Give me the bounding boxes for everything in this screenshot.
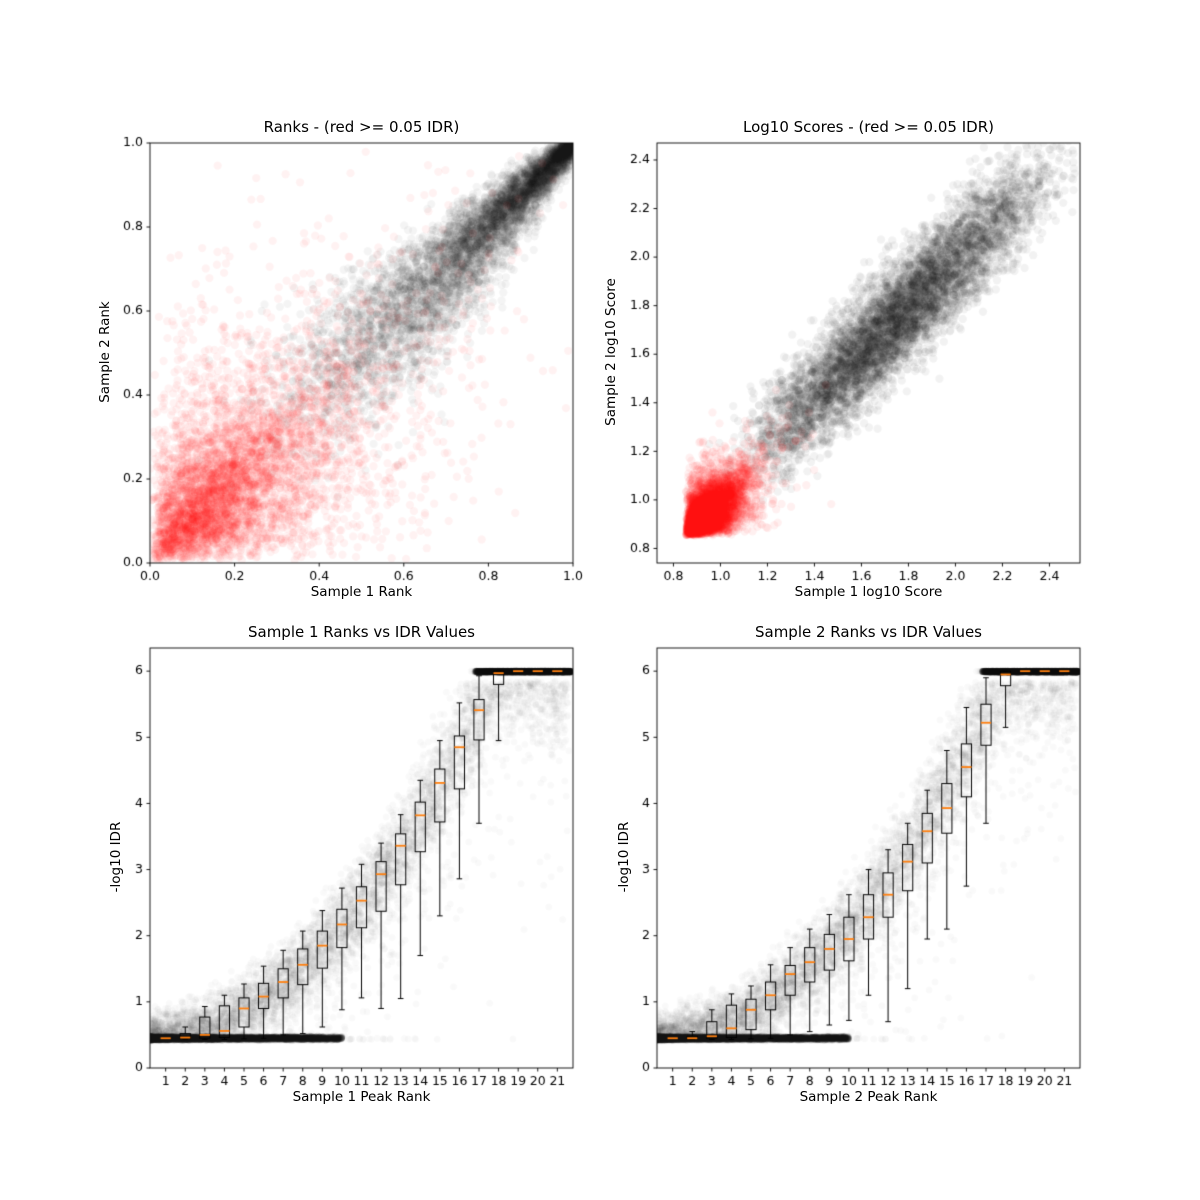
scores-plot-title: Log10 Scores - (red >= 0.05 IDR) [743, 118, 994, 136]
sample1-idr-plot-title: Sample 1 Ranks vs IDR Values [247, 623, 475, 641]
scores-plot-xlabel: Sample 1 log10 Score [794, 584, 943, 600]
scores-plot-ylabel: Sample 2 log10 Score [603, 278, 619, 426]
sample2-idr-plot-ylabel: -log10 IDR [616, 821, 632, 893]
sample1-idr-plot-ylabel: -log10 IDR [108, 821, 124, 893]
ranks-plot-xlabel: Sample 1 Rank [310, 584, 413, 600]
sample1-idr-plot-xlabel: Sample 1 Peak Rank [292, 1089, 431, 1105]
ranks-plot-ylabel: Sample 2 Rank [97, 301, 113, 403]
sample2-idr-plot-title: Sample 2 Ranks vs IDR Values [754, 623, 982, 641]
sample2-idr-plot-xlabel: Sample 2 Peak Rank [799, 1089, 938, 1105]
ranks-plot-title: Ranks - (red >= 0.05 IDR) [263, 118, 460, 136]
